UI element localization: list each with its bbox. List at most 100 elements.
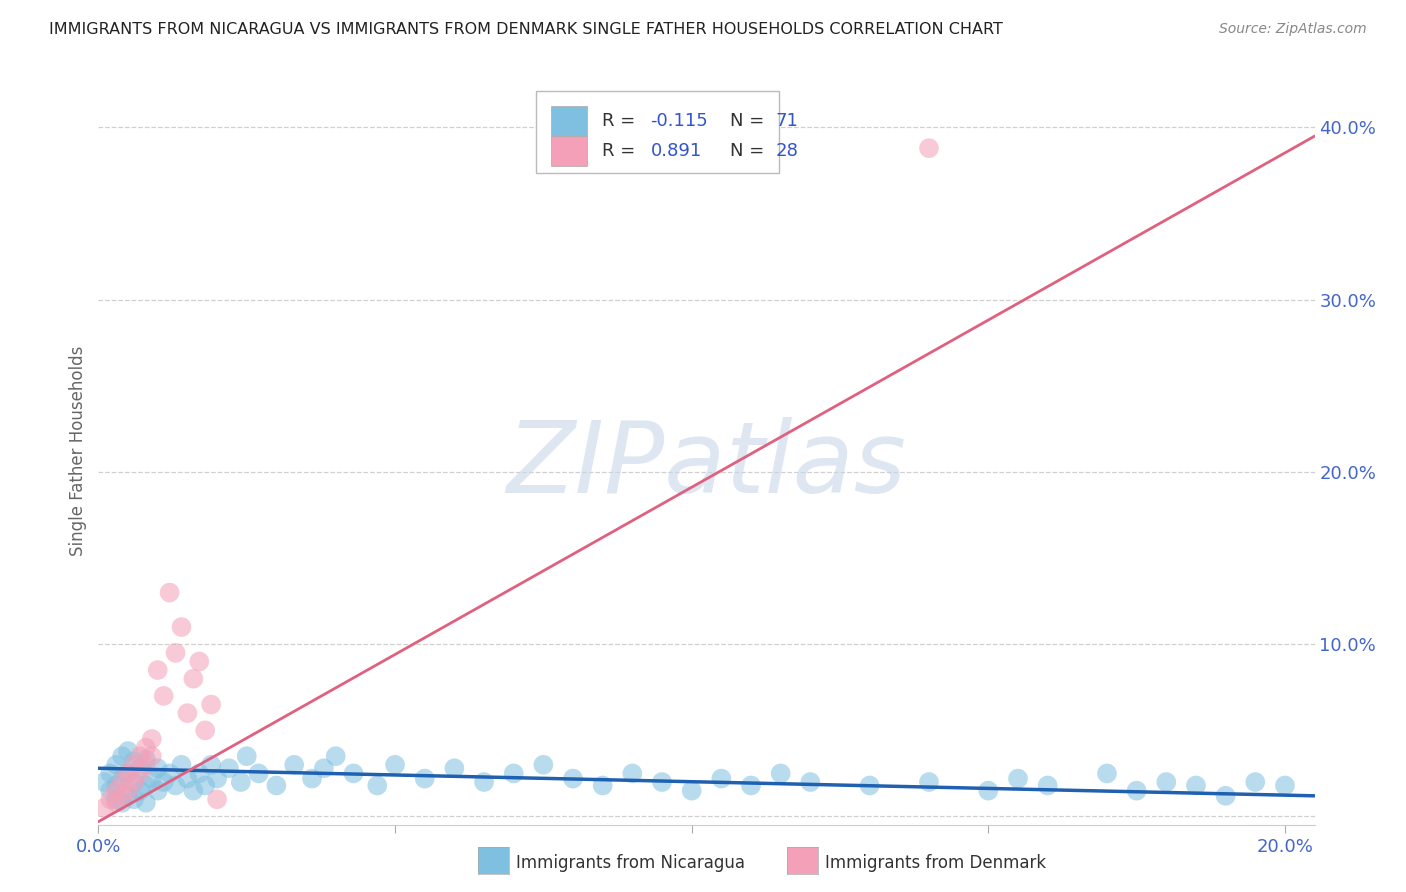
Point (710, 772, 733, 786)
Point (443, 761, 465, 775)
Point (105, 783, 128, 797)
Point (159, 766, 181, 780)
Text: Immigrants from Nicaragua: Immigrants from Nicaragua (516, 855, 745, 872)
Point (93, 801, 115, 815)
Point (111, 749, 134, 764)
Point (531, 757, 554, 772)
Text: 28: 28 (776, 142, 799, 160)
Point (472, 775, 495, 789)
Point (152, 775, 174, 789)
Point (740, 779, 762, 793)
Point (105, 757, 128, 772)
Point (146, 663, 169, 677)
Text: ZIPatlas: ZIPatlas (506, 417, 907, 514)
Point (235, 749, 257, 764)
Point (1125, 783, 1147, 797)
FancyBboxPatch shape (536, 91, 779, 173)
Point (111, 796, 134, 810)
Point (977, 783, 1000, 797)
Point (1274, 779, 1296, 793)
Point (183, 672, 205, 686)
Point (183, 783, 205, 797)
Point (200, 698, 222, 712)
Point (141, 749, 163, 764)
Y-axis label: Single Father Households: Single Father Households (69, 345, 87, 556)
Point (122, 775, 145, 789)
Point (859, 779, 882, 793)
Point (301, 772, 323, 786)
Point (918, 775, 941, 789)
Point (769, 766, 792, 780)
Point (117, 744, 139, 758)
Point (170, 620, 193, 634)
Text: -0.115: -0.115 (651, 112, 709, 129)
Point (122, 792, 145, 806)
Point (229, 775, 252, 789)
Point (159, 585, 181, 599)
Point (141, 772, 163, 786)
Point (188, 655, 211, 669)
Point (135, 740, 157, 755)
Text: Source: ZipAtlas.com: Source: ZipAtlas.com (1219, 22, 1367, 37)
Text: 0.891: 0.891 (651, 142, 702, 160)
Point (205, 792, 228, 806)
Point (146, 783, 169, 797)
Point (194, 723, 217, 738)
Point (1095, 766, 1118, 780)
Point (105, 792, 128, 806)
Point (105, 779, 128, 793)
Point (325, 749, 347, 764)
Point (111, 772, 134, 786)
Point (283, 757, 305, 772)
Point (129, 761, 152, 775)
Point (562, 772, 585, 786)
Point (98, 792, 121, 806)
Point (502, 766, 524, 780)
Point (122, 755, 145, 769)
Point (111, 789, 134, 803)
Point (1007, 772, 1029, 786)
Point (117, 766, 139, 780)
Point (342, 766, 364, 780)
Point (176, 706, 198, 720)
Point (122, 775, 145, 789)
Point (205, 772, 228, 786)
Text: N =: N = (730, 142, 769, 160)
Point (152, 689, 174, 703)
Text: R =: R = (602, 142, 641, 160)
Point (122, 757, 145, 772)
Point (1185, 779, 1208, 793)
Point (621, 766, 644, 780)
Point (135, 753, 157, 767)
Point (129, 749, 152, 764)
Point (135, 757, 157, 772)
Point (592, 779, 614, 793)
Point (105, 796, 128, 810)
Point (141, 731, 163, 746)
Point (1036, 779, 1059, 793)
Point (200, 757, 222, 772)
Point (176, 772, 198, 786)
Point (93, 775, 115, 789)
Point (247, 766, 270, 780)
Point (129, 783, 152, 797)
Point (1156, 775, 1178, 789)
Point (111, 775, 134, 789)
Point (117, 766, 139, 780)
Point (117, 783, 139, 797)
Point (165, 646, 187, 660)
Point (312, 761, 335, 775)
Point (366, 779, 388, 793)
Point (651, 775, 673, 789)
Text: N =: N = (730, 112, 769, 129)
Text: R =: R = (602, 112, 641, 129)
Point (188, 766, 211, 780)
Point (135, 796, 157, 810)
Point (170, 757, 193, 772)
Point (98, 766, 121, 780)
Point (146, 761, 169, 775)
Point (129, 766, 152, 780)
Text: 71: 71 (776, 112, 799, 129)
Point (266, 779, 288, 793)
Point (1215, 789, 1237, 803)
